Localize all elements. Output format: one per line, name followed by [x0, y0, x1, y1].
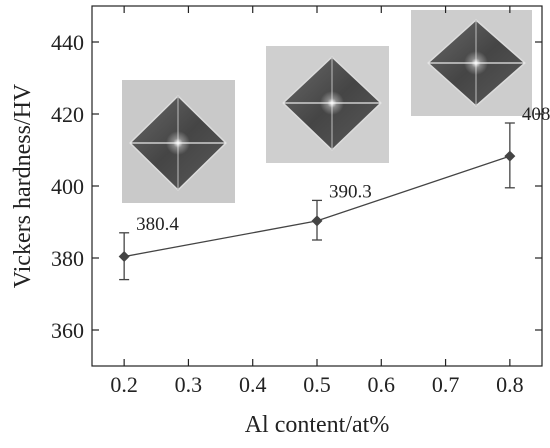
indentation-micrograph-0.8 — [411, 10, 532, 116]
data-label: 380.4 — [136, 214, 179, 235]
data-point — [311, 215, 323, 227]
y-tick-label: 360 — [51, 318, 84, 343]
series-hardness: 380.4 390.3 408.3 — [118, 104, 550, 281]
y-axis: 360 380 400 420 440 — [51, 30, 542, 343]
indentation-micrograph-0.5 — [266, 46, 389, 163]
x-tick-label: 0.7 — [432, 372, 460, 397]
x-axis: 0.2 0.3 0.4 0.5 0.6 0.7 0.8 — [110, 6, 524, 397]
y-tick-label: 380 — [51, 246, 84, 271]
data-point — [504, 150, 516, 162]
indentation-micrograph-0.2 — [122, 80, 235, 203]
x-tick-label: 0.6 — [368, 372, 396, 397]
y-axis-label: Vickers hardness/HV — [10, 83, 36, 288]
x-tick-label: 0.3 — [175, 372, 203, 397]
y-tick-label: 420 — [51, 102, 84, 127]
y-tick-label: 440 — [51, 30, 84, 55]
x-tick-label: 0.4 — [239, 372, 267, 397]
x-tick-label: 0.5 — [303, 372, 331, 397]
data-label: 408.3 — [522, 104, 550, 125]
data-point — [118, 251, 130, 263]
data-label: 390.3 — [329, 181, 372, 202]
x-axis-label: Al content/at% — [245, 412, 390, 438]
x-tick-label: 0.2 — [110, 372, 138, 397]
y-tick-label: 400 — [51, 174, 84, 199]
x-tick-label: 0.8 — [496, 372, 524, 397]
